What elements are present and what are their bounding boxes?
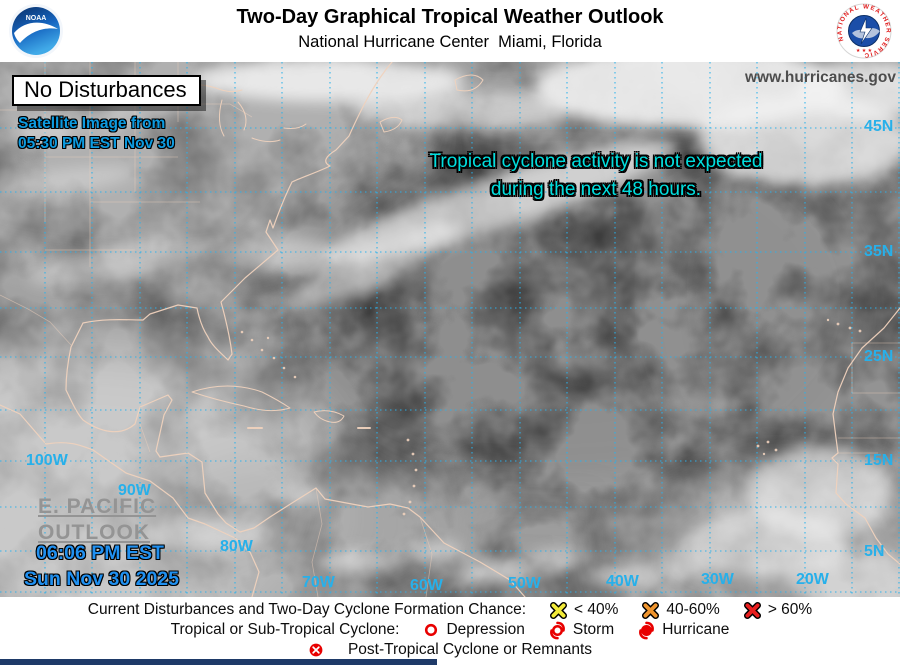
satellite-outlook-map[interactable]: No Disturbances Satellite Image from 05:… — [0, 62, 900, 597]
satellite-caption: Satellite Image from 05:30 PM EST Nov 30 — [18, 114, 175, 154]
island-dots — [240, 318, 862, 516]
lon-label-80w: 80W — [220, 538, 253, 555]
satellite-image — [0, 62, 900, 597]
lon-label-90w: 90W — [118, 482, 151, 499]
lat-label-15n: 15N — [864, 452, 894, 469]
nws-logo-icon: NATIONAL WEATHER SERVICE ★ ★ ★ — [833, 0, 892, 59]
issued-timestamp: 06:06 PM EST Sun Nov 30 2025 — [24, 540, 179, 593]
footer-bar — [0, 659, 437, 665]
chance-high-x-icon — [743, 601, 761, 619]
lat-label-35n: 35N — [864, 243, 894, 260]
lat-label-45n: 45N — [864, 118, 894, 135]
lon-label-100w: 100W — [26, 452, 68, 469]
hurricane-icon — [639, 621, 655, 639]
storm-icon — [549, 621, 565, 639]
page-title: Two-Day Graphical Tropical Weather Outlo… — [236, 6, 664, 28]
outlook-message: Tropical cyclone activity is not expecte… — [340, 148, 852, 203]
lon-label-70w: 70W — [302, 574, 335, 591]
status-box: No Disturbances — [12, 75, 201, 107]
legend-hurricane-label: Hurricane — [662, 621, 730, 638]
timestamp-date: Sun Nov 30 2025 — [24, 568, 179, 591]
website-url: www.hurricanes.gov — [744, 69, 896, 86]
svg-text:★ ★ ★: ★ ★ ★ — [856, 48, 873, 54]
legend-row-cyclone: Tropical or Sub-Tropical Cyclone: Depres… — [170, 620, 730, 640]
outlook-message-line1: Tropical cyclone activity is not expecte… — [429, 151, 763, 172]
legend-cyclone-title: Tropical or Sub-Tropical Cyclone: — [170, 621, 400, 638]
legend: Current Disturbances and Two-Day Cyclone… — [0, 597, 900, 665]
satellite-caption-line1: Satellite Image from — [18, 115, 166, 132]
lon-label-50w: 50W — [508, 575, 541, 592]
outlook-message-line2: during the next 48 hours. — [490, 178, 702, 200]
page-subtitle: National Hurricane Center Miami, Florida — [298, 33, 602, 51]
lon-label-40w: 40W — [606, 573, 639, 590]
svg-text:NOAA: NOAA — [26, 15, 47, 22]
legend-chance-med-label: 40-60% — [666, 601, 720, 618]
legend-chance-title: Current Disturbances and Two-Day Cyclone… — [87, 601, 526, 618]
epac-outlook-link[interactable]: E. PACIFIC OUTLOOK — [38, 495, 157, 545]
timestamp-time: 06:06 PM EST — [36, 542, 164, 564]
legend-row-chance: Current Disturbances and Two-Day Cyclone… — [88, 600, 812, 620]
page-header: NOAA Two-Day Graphical Tropical Weather … — [0, 0, 900, 62]
chance-med-x-icon — [642, 601, 660, 619]
post-tropical-icon — [309, 643, 323, 657]
depression-icon — [425, 623, 438, 637]
legend-post-tropical-label: Post-Tropical Cyclone or Remnants — [347, 641, 593, 658]
lon-label-20w: 20W — [796, 571, 829, 588]
lat-label-25n: 25N — [864, 348, 894, 365]
noaa-logo-icon: NOAA — [8, 3, 64, 59]
chance-low-x-icon — [550, 601, 567, 619]
legend-chance-high-label: > 60% — [767, 601, 813, 618]
lon-label-60w: 60W — [410, 577, 443, 594]
coastlines — [0, 62, 900, 597]
legend-depression-label: Depression — [446, 621, 525, 638]
legend-row-post-tropical: Post-Tropical Cyclone or Remnants — [308, 640, 592, 660]
lon-label-30w: 30W — [701, 571, 734, 588]
legend-storm-label: Storm — [572, 621, 615, 638]
legend-chance-low-label: < 40% — [574, 601, 619, 618]
satellite-caption-line2: 05:30 PM EST Nov 30 — [18, 135, 175, 153]
lat-label-5n: 5N — [864, 543, 885, 560]
